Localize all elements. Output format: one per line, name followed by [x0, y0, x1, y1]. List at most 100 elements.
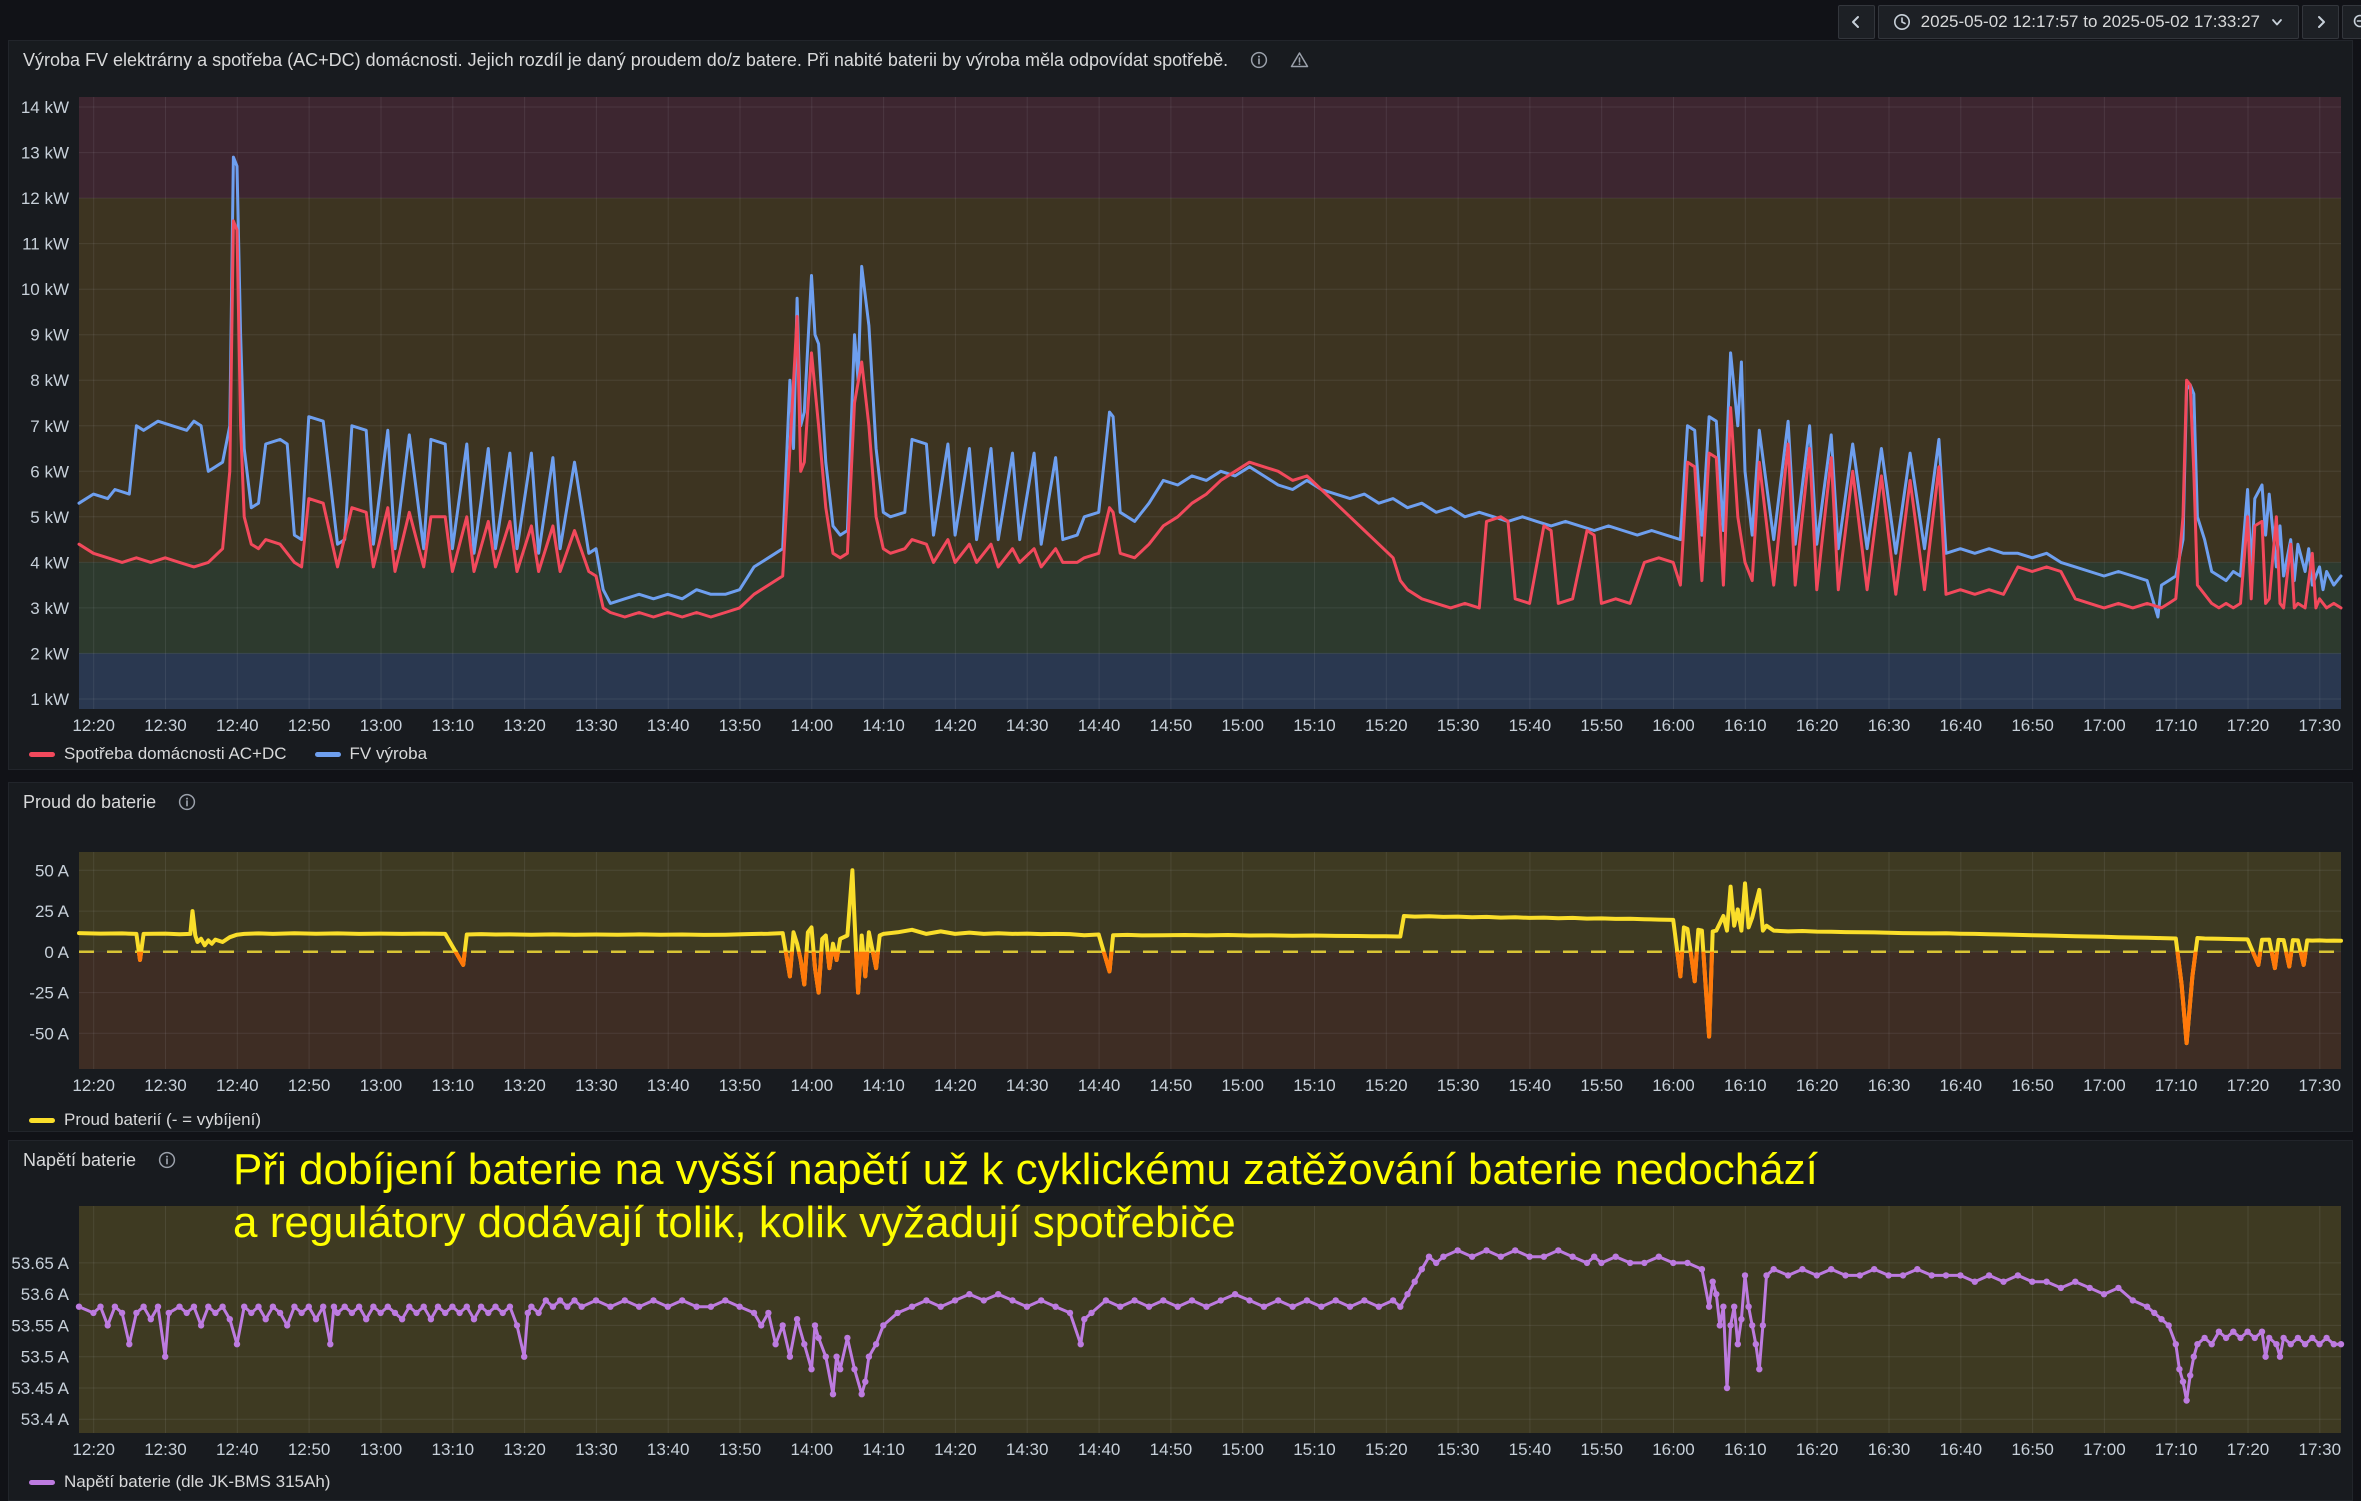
svg-text:17:10: 17:10 — [2155, 716, 2198, 735]
warning-icon[interactable] — [1290, 51, 1309, 69]
svg-text:53.6 A: 53.6 A — [21, 1285, 70, 1304]
svg-text:14:00: 14:00 — [791, 1440, 834, 1459]
svg-text:15:10: 15:10 — [1293, 1076, 1336, 1095]
svg-text:9 kW: 9 kW — [30, 326, 69, 345]
svg-text:13:00: 13:00 — [360, 716, 403, 735]
svg-text:16:30: 16:30 — [1868, 1440, 1911, 1459]
svg-text:15:00: 15:00 — [1221, 1076, 1264, 1095]
svg-text:10 kW: 10 kW — [21, 280, 69, 299]
legend-item-spotreba[interactable]: Spotřeba domácnosti AC+DC — [29, 744, 287, 764]
svg-text:15:20: 15:20 — [1365, 1440, 1408, 1459]
svg-text:13:40: 13:40 — [647, 716, 690, 735]
legend-item-fv-vyroba[interactable]: FV výroba — [314, 744, 427, 764]
svg-text:0 A: 0 A — [44, 943, 69, 962]
svg-text:14 kW: 14 kW — [21, 98, 69, 117]
svg-text:1 kW: 1 kW — [30, 690, 69, 709]
svg-text:13:50: 13:50 — [719, 1440, 762, 1459]
svg-text:13:40: 13:40 — [647, 1076, 690, 1095]
battery-current-chart-canvas[interactable]: 12:20 12:30 12:40 12:50 13:00 13:10 13:20 13:30… — [9, 821, 2352, 1105]
svg-text:5 kW: 5 kW — [30, 508, 69, 527]
clock-icon — [1893, 13, 1911, 31]
annotation-overlay: Při dobíjení baterie na vyšší napětí už … — [233, 1143, 1818, 1249]
svg-text:17:20: 17:20 — [2227, 1076, 2270, 1095]
panel-battery-current: Proud do baterie 12:20 12:30 12:40 12:50 13:… — [8, 782, 2353, 1132]
svg-text:14:50: 14:50 — [1150, 716, 1193, 735]
panel-1-title: Výroba FV elektrárny a spotřeba (AC+DC) … — [23, 49, 1229, 70]
panel-3-legend: Napětí baterie (dle JK-BMS 315Ah) — [9, 1469, 2352, 1495]
svg-text:16:30: 16:30 — [1868, 716, 1911, 735]
svg-text:17:30: 17:30 — [2299, 1440, 2342, 1459]
battery-voltage-chart-canvas[interactable]: 12:20 12:30 12:40 12:50 13:00 13:10 13:20 13:30… — [9, 1179, 2352, 1467]
svg-text:25 A: 25 A — [35, 902, 70, 921]
svg-text:16:10: 16:10 — [1724, 716, 1767, 735]
svg-text:15:10: 15:10 — [1293, 716, 1336, 735]
svg-text:16:40: 16:40 — [1940, 1440, 1983, 1459]
svg-text:14:00: 14:00 — [791, 716, 834, 735]
svg-text:13:50: 13:50 — [719, 716, 762, 735]
svg-text:13:10: 13:10 — [432, 1076, 475, 1095]
svg-text:12:20: 12:20 — [72, 716, 115, 735]
svg-text:17:00: 17:00 — [2083, 1440, 2126, 1459]
svg-text:11 kW: 11 kW — [22, 235, 69, 254]
panel-3-title: Napětí baterie — [23, 1149, 137, 1170]
svg-text:17:00: 17:00 — [2083, 1076, 2126, 1095]
time-range-back-button[interactable] — [1837, 5, 1875, 39]
svg-text:14:30: 14:30 — [1006, 1076, 1049, 1095]
time-range-text: 2025-05-02 12:17:57 to 2025-05-02 17:33:… — [1920, 12, 2260, 31]
svg-text:14:40: 14:40 — [1078, 1076, 1121, 1095]
info-icon[interactable] — [1250, 51, 1268, 69]
svg-text:14:10: 14:10 — [862, 716, 905, 735]
svg-text:15:30: 15:30 — [1437, 1076, 1480, 1095]
svg-text:16:30: 16:30 — [1868, 1076, 1911, 1095]
svg-text:16:00: 16:00 — [1652, 716, 1695, 735]
time-range-forward-button[interactable] — [2302, 5, 2339, 39]
svg-text:15:10: 15:10 — [1293, 1440, 1336, 1459]
svg-text:14:40: 14:40 — [1078, 716, 1121, 735]
zoom-out-icon — [2352, 13, 2361, 31]
svg-text:12:20: 12:20 — [72, 1440, 115, 1459]
panel-1-header: Výroba FV elektrárny a spotřeba (AC+DC) … — [9, 41, 2352, 79]
time-range-picker-button[interactable]: 2025-05-02 12:17:57 to 2025-05-02 17:33:… — [1877, 5, 2299, 39]
chevron-down-icon — [2270, 15, 2284, 29]
red-series-swatch — [29, 751, 55, 757]
svg-text:13:00: 13:00 — [360, 1076, 403, 1095]
svg-text:50 A: 50 A — [35, 861, 70, 880]
svg-text:15:40: 15:40 — [1509, 1076, 1552, 1095]
annotation-line-1: Při dobíjení baterie na vyšší napětí už … — [233, 1145, 1818, 1194]
info-icon[interactable] — [178, 793, 196, 811]
svg-text:13:30: 13:30 — [575, 1440, 618, 1459]
panel-2-title: Proud do baterie — [23, 791, 157, 812]
svg-text:2 kW: 2 kW — [30, 644, 69, 663]
zoom-out-button[interactable] — [2342, 5, 2361, 39]
svg-text:15:40: 15:40 — [1509, 1440, 1552, 1459]
purple-series-swatch — [29, 1479, 55, 1485]
legend-item-napeti-baterie[interactable]: Napětí baterie (dle JK-BMS 315Ah) — [29, 1472, 330, 1492]
svg-text:13:30: 13:30 — [575, 716, 618, 735]
svg-text:16:40: 16:40 — [1940, 716, 1983, 735]
legend-label: Spotřeba domácnosti AC+DC — [64, 744, 287, 763]
svg-text:16:20: 16:20 — [1796, 1440, 1839, 1459]
svg-text:14:20: 14:20 — [934, 1440, 977, 1459]
svg-text:13 kW: 13 kW — [21, 144, 69, 163]
svg-text:14:20: 14:20 — [934, 1076, 977, 1095]
chevron-right-icon — [2313, 14, 2329, 30]
svg-text:17:10: 17:10 — [2155, 1076, 2198, 1095]
svg-text:15:50: 15:50 — [1580, 1076, 1623, 1095]
legend-item-proud-baterii[interactable]: Proud baterií (- = vybíjení) — [29, 1110, 261, 1130]
svg-text:13:30: 13:30 — [575, 1076, 618, 1095]
svg-text:17:30: 17:30 — [2299, 1076, 2342, 1095]
svg-text:12:40: 12:40 — [216, 1076, 259, 1095]
blue-series-swatch — [314, 751, 341, 757]
svg-text:14:50: 14:50 — [1150, 1440, 1193, 1459]
svg-text:15:20: 15:20 — [1365, 1076, 1408, 1095]
svg-text:14:40: 14:40 — [1078, 1440, 1121, 1459]
svg-text:15:40: 15:40 — [1509, 716, 1552, 735]
svg-text:3 kW: 3 kW — [30, 599, 69, 618]
pv-consumption-chart-canvas[interactable]: 12:20 12:30 12:40 12:50 13:00 13:10 13:20 13:30… — [9, 79, 2352, 739]
legend-label: Napětí baterie (dle JK-BMS 315Ah) — [64, 1472, 331, 1491]
svg-text:12:30: 12:30 — [144, 716, 187, 735]
svg-text:15:30: 15:30 — [1437, 1440, 1480, 1459]
info-icon[interactable] — [158, 1151, 176, 1169]
svg-text:53.5 A: 53.5 A — [21, 1348, 70, 1367]
svg-text:12 kW: 12 kW — [21, 189, 69, 208]
